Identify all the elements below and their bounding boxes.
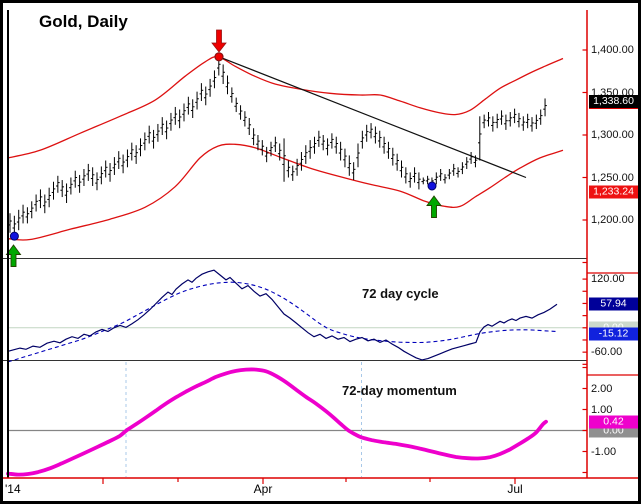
price-value-badge: 1,233.24	[589, 185, 638, 199]
y-axis-label: -60.00	[591, 346, 623, 359]
trendline	[218, 56, 527, 179]
cycle-value-badge: -15.12	[589, 327, 638, 341]
y-axis-label: 1,400.00	[591, 44, 634, 56]
cycle-low-dot	[9, 231, 19, 241]
sell-arrow-icon	[211, 29, 227, 53]
y-axis-label: 1.00	[591, 403, 613, 416]
cycle-panel-label: 72 day cycle	[362, 286, 439, 301]
y-axis-label: 2.00	[591, 382, 613, 395]
y-axis-label: 1,250.00	[591, 171, 634, 184]
cycle-solid-line	[7, 269, 558, 361]
upper-band	[7, 56, 564, 159]
price-value-badge: 1,338.60	[589, 95, 638, 110]
cycle-peak-dot	[214, 52, 224, 62]
chart-title: Gold, Daily	[39, 12, 128, 31]
x-axis-label: Apr	[253, 482, 273, 496]
cycle-value-badge: 57.94	[589, 297, 638, 311]
y-axis-label: 120.00	[591, 273, 625, 286]
momentum-line	[6, 367, 548, 477]
lower-band	[7, 143, 564, 241]
x-axis-label: '14	[5, 482, 21, 496]
cycle-low-dot	[427, 181, 437, 191]
x-axis-label: Jul	[507, 482, 523, 496]
y-axis-label: 1,300.00	[591, 129, 634, 141]
y-axis-label: 1,200.00	[591, 214, 634, 226]
momentum-panel-label: 72-day momentum	[342, 383, 457, 398]
y-axis-label: -1.00	[591, 445, 617, 458]
cycle-dashed-line	[7, 281, 558, 363]
buy-arrow-icon	[426, 195, 442, 218]
momentum-value-badge: 0.42	[589, 415, 638, 429]
